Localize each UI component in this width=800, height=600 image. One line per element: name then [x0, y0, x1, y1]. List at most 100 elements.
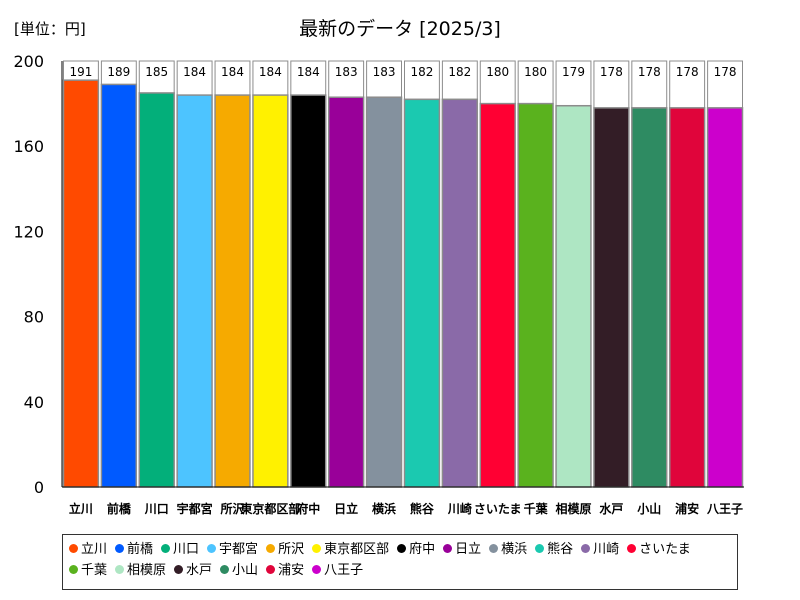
- category-label-10: 川崎: [447, 501, 472, 516]
- value-label-box-4: [214, 60, 251, 96]
- legend-label-10: 川崎: [593, 542, 620, 557]
- value-label-9: 182: [410, 65, 433, 79]
- legend-label-13: 相模原: [127, 563, 167, 578]
- category-label-11: さいたま: [474, 502, 522, 516]
- category-label-7: 日立: [334, 501, 358, 516]
- legend-dot-14: [174, 565, 184, 574]
- legend-dot-17: [312, 565, 322, 574]
- legend-dot-7: [443, 544, 453, 553]
- legend-dot-12: [69, 565, 78, 574]
- category-label-14: 水戸: [599, 501, 623, 516]
- value-label-box-9: [404, 60, 440, 100]
- chart-title: 最新のデータ [2025/3]: [299, 18, 501, 40]
- value-label-box-13: [555, 60, 592, 107]
- legend-dot-2: [161, 544, 171, 553]
- value-label-box-12: [517, 60, 554, 105]
- category-label-13: 相模原: [555, 501, 591, 516]
- category-label-5: 東京都区部: [240, 501, 300, 516]
- value-label-box-11: [479, 60, 516, 105]
- value-label-box-3: [176, 60, 213, 96]
- legend-item-15: 小山: [220, 560, 258, 581]
- legend-label-7: 日立: [455, 542, 482, 557]
- legend-dot-6: [397, 544, 407, 553]
- legend-label-3: 宇都宮: [219, 542, 259, 557]
- y-tick-label-3: 120: [13, 222, 44, 241]
- unit-label: [単位：円]: [14, 20, 86, 38]
- legend-item-9: 熊谷: [535, 539, 573, 560]
- legend-dot-4: [266, 544, 276, 553]
- legend-item-1: 前橋: [115, 539, 153, 560]
- value-label-10: 182: [448, 65, 471, 79]
- y-tick-label-4: 160: [13, 137, 44, 156]
- y-tick-label-2: 80: [24, 308, 44, 327]
- legend-item-17: 八王子: [312, 560, 363, 581]
- value-label-7: 183: [335, 65, 358, 79]
- value-label-3: 184: [183, 65, 206, 79]
- legend-item-13: 相模原: [115, 560, 166, 581]
- value-label-1: 189: [107, 65, 130, 79]
- value-label-13: 179: [562, 65, 585, 79]
- category-label-1: 前橋: [107, 501, 132, 516]
- value-label-box-5: [252, 60, 289, 96]
- category-label-9: 熊谷: [410, 501, 435, 516]
- legend-label-2: 川口: [173, 542, 200, 557]
- value-label-0: 191: [69, 65, 92, 79]
- category-label-17: 八王子: [706, 502, 743, 516]
- category-label-8: 横浜: [372, 501, 396, 516]
- value-label-4: 184: [221, 65, 244, 79]
- value-label-box-7: [328, 60, 365, 98]
- legend-dot-16: [266, 565, 276, 574]
- value-label-5: 184: [259, 65, 282, 79]
- category-label-3: 宇都宮: [177, 501, 213, 516]
- legend-item-8: 横浜: [489, 539, 527, 560]
- value-label-8: 183: [373, 65, 396, 79]
- value-label-box-8: [366, 60, 403, 98]
- legend-item-4: 所沢: [266, 539, 304, 560]
- legend-dot-13: [115, 565, 125, 574]
- y-tick-label-5: 200: [13, 52, 44, 71]
- bar-10: [441, 98, 479, 488]
- legend-dot-5: [312, 544, 322, 553]
- value-label-box-16: [669, 60, 706, 109]
- bar-7: [327, 96, 365, 488]
- legend-item-7: 日立: [443, 539, 481, 560]
- legend-label-4: 所沢: [278, 542, 305, 557]
- legend-dot-1: [115, 544, 125, 553]
- legend-item-14: 水戸: [174, 560, 212, 581]
- category-label-12: 千葉: [524, 501, 549, 516]
- legend-item-0: 立川: [69, 539, 107, 560]
- legend-label-0: 立川: [81, 542, 108, 557]
- legend-item-6: 府中: [397, 539, 435, 560]
- value-label-box-10: [441, 60, 478, 100]
- legend-item-10: 川崎: [581, 539, 619, 560]
- y-tick-label-0: 0: [34, 478, 44, 497]
- legend-item-3: 宇都宮: [207, 539, 258, 560]
- bar-6: [290, 94, 327, 488]
- legend-dot-3: [207, 544, 217, 553]
- legend-label-17: 八王子: [324, 563, 364, 578]
- legend-item-2: 川口: [161, 539, 199, 560]
- category-label-2: 川口: [144, 502, 169, 516]
- bar-14: [593, 107, 630, 488]
- legend-label-11: さいたま: [639, 542, 691, 557]
- bar-11: [479, 102, 516, 488]
- legend-label-5: 東京都区部: [324, 542, 390, 557]
- bar-9: [403, 98, 441, 488]
- legend-item-12: 千葉: [69, 560, 107, 581]
- legend-label-9: 熊谷: [547, 542, 574, 557]
- value-label-box-17: [707, 60, 743, 109]
- bar-13: [555, 104, 592, 488]
- value-label-16: 178: [676, 65, 699, 79]
- legend-dot-9: [535, 544, 545, 553]
- legend-dot-11: [627, 544, 637, 553]
- value-label-12: 180: [524, 65, 547, 79]
- bar-15: [631, 107, 668, 488]
- legend-item-5: 東京都区部: [312, 539, 389, 560]
- bar-3: [176, 94, 213, 488]
- legend-label-8: 横浜: [501, 542, 528, 557]
- legend: 立川 前橋 川口 宇都宮 所沢 東京都区部 府中 日立 横浜 熊谷 川崎 さいたま千葉 相模原 水戸 小山 浦…: [62, 534, 738, 590]
- value-label-box-15: [631, 60, 668, 109]
- legend-dot-0: [69, 544, 78, 553]
- bar-8: [365, 96, 403, 488]
